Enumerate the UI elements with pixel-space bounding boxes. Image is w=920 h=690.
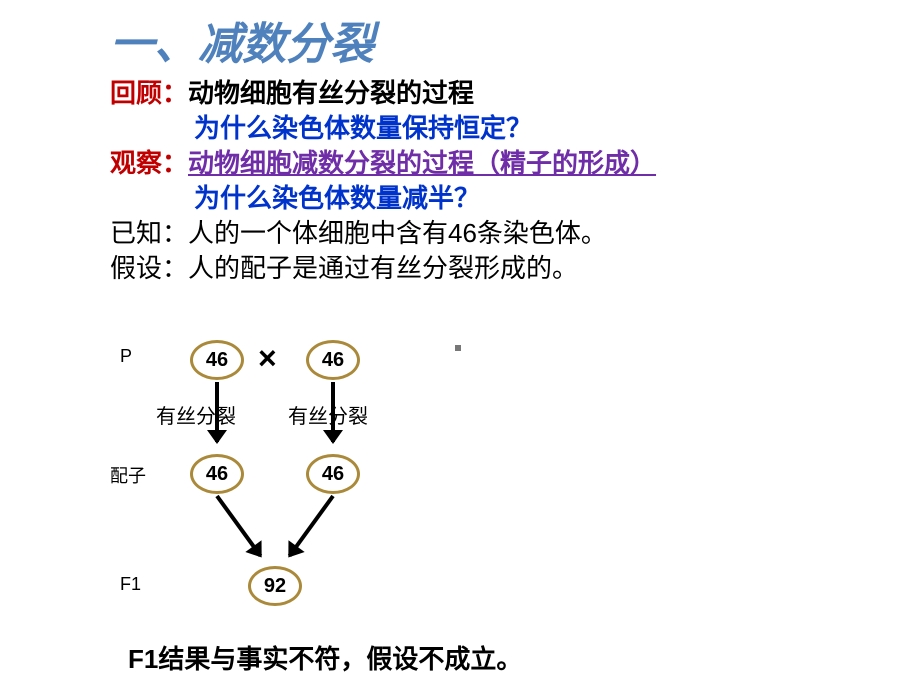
content-block: 回顾：动物细胞有丝分裂的过程 为什么染色体数量保持恒定？ 观察：动物细胞减数分裂… [110, 76, 880, 287]
oval-g-right: 46 [306, 454, 360, 494]
label-review: 回顾： [110, 78, 188, 108]
arrow-diag-right [288, 495, 335, 557]
cross-symbol: × [258, 340, 277, 377]
arrow-label-right: 有丝分裂 [288, 400, 368, 429]
label-p: P [120, 346, 132, 367]
line-1: 回顾：动物细胞有丝分裂的过程 [110, 76, 880, 111]
line-5: 已知：人的一个体细胞中含有46条染色体。 [110, 216, 880, 251]
line-3: 观察：动物细胞减数分裂的过程（精子的形成） [110, 146, 880, 181]
label-observe: 观察： [110, 148, 188, 178]
line-4: 为什么染色体数量减半？ [110, 181, 880, 216]
oval-f1: 92 [248, 566, 302, 606]
flow-diagram: P 配子 F1 46 × 46 有丝分裂 有丝分裂 46 46 92 [110, 316, 530, 646]
oval-g-left: 46 [190, 454, 244, 494]
arrow-diag-left [215, 495, 262, 557]
arrow-label-left: 有丝分裂 [156, 400, 236, 429]
label-f1: F1 [120, 574, 141, 595]
conclusion-text: F1结果与事实不符，假设不成立。 [128, 639, 522, 676]
line-2: 为什么染色体数量保持恒定？ [110, 111, 880, 146]
known-text: 已知：人的一个体细胞中含有46条染色体。 [110, 218, 607, 248]
question-half: 为什么染色体数量减半？ [194, 183, 480, 213]
hypothesis-text: 假设：人的配子是通过有丝分裂形成的。 [110, 253, 578, 283]
slide-title: 一、减数分裂 [110, 8, 374, 72]
text-mitosis-process: 动物细胞有丝分裂的过程 [188, 78, 474, 108]
label-gamete: 配子 [110, 462, 146, 488]
oval-p-right: 46 [306, 340, 360, 380]
oval-p-left: 46 [190, 340, 244, 380]
text-meiosis-process: 动物细胞减数分裂的过程（精子的形成） [188, 148, 656, 178]
dot-marker [455, 345, 461, 351]
question-constant: 为什么染色体数量保持恒定？ [194, 113, 532, 143]
line-6: 假设：人的配子是通过有丝分裂形成的。 [110, 251, 880, 286]
